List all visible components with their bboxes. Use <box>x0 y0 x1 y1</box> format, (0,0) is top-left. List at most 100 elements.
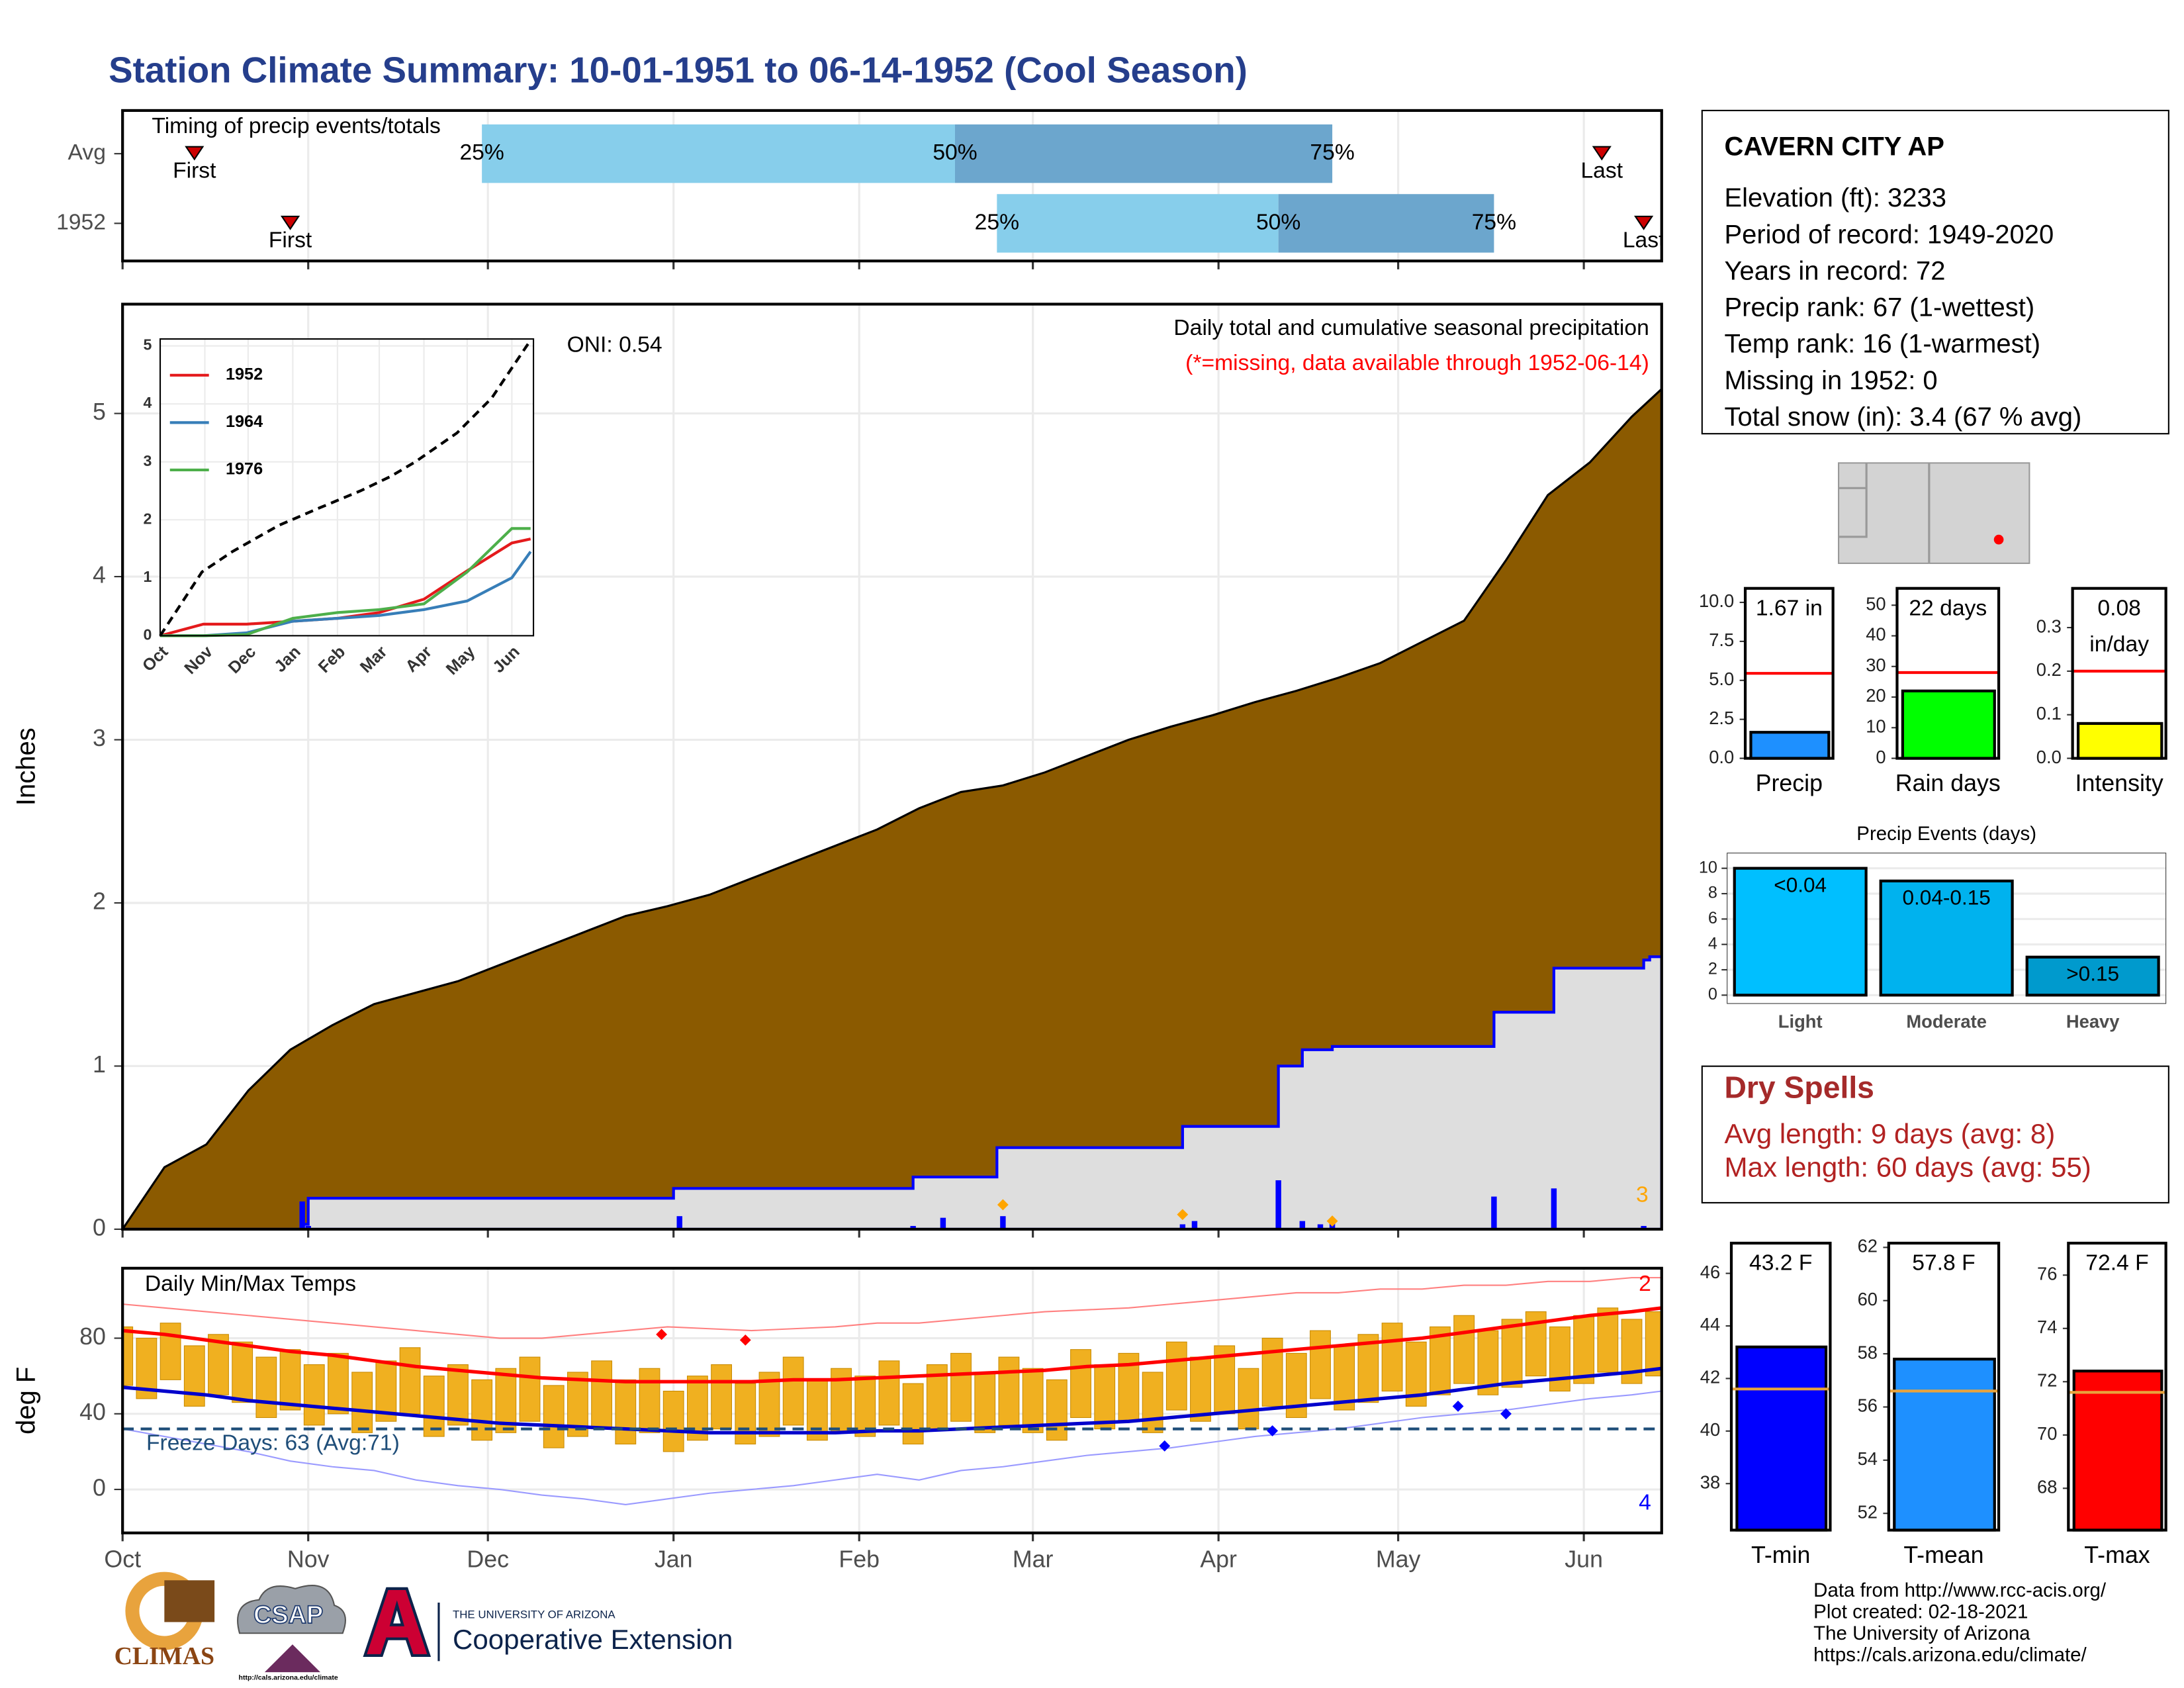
y-tick-label: 76 <box>2037 1263 2057 1284</box>
panel-title: Daily total and cumulative seasonal prec… <box>1173 316 1649 340</box>
quartile-label: 25% <box>975 210 1019 234</box>
daily-precip-bar <box>1000 1216 1006 1229</box>
daily-temp-bar <box>1261 1338 1283 1407</box>
station-box <box>1701 109 2169 435</box>
x-axis-label: Precip <box>1756 770 1823 796</box>
snow-marker <box>997 1199 1009 1211</box>
y-tick-label: 0 <box>93 1474 106 1501</box>
logo-text: CLIMAS <box>114 1642 215 1670</box>
station-info: Missing in 1952: 0 <box>1724 366 1937 395</box>
daily-precip-bar <box>676 1216 682 1229</box>
y-tick-label: 1 <box>144 568 152 585</box>
dry-spells-info: Avg length: 9 days (avg: 8) <box>1724 1118 2055 1149</box>
event-label: Last <box>1580 158 1623 183</box>
daily-temp-bar <box>591 1360 613 1430</box>
logo-text: http://cals.arizona.edu/climate <box>239 1673 338 1681</box>
record-marker <box>1452 1400 1464 1412</box>
value-label: 22 days <box>1909 596 1987 620</box>
y-axis-label: deg F <box>12 1367 41 1434</box>
record-marker <box>1500 1408 1512 1420</box>
row-label: 1952 <box>56 210 106 234</box>
daily-temp-bar <box>255 1356 277 1419</box>
daily-temp-bar <box>1070 1349 1091 1419</box>
bin-label: 0.04-0.15 <box>1903 886 1991 910</box>
daily-temp-bar <box>662 1390 684 1452</box>
panel-border <box>1895 586 2001 760</box>
panel-border <box>1743 586 1835 760</box>
value-label: 57.8 F <box>1912 1250 1975 1275</box>
station-info: Temp rank: 16 (1-warmest) <box>1724 330 2040 359</box>
daily-temp-bar <box>183 1345 205 1407</box>
y-tick-label: 8 <box>1708 884 1717 902</box>
quartile-label: 75% <box>1472 210 1516 234</box>
y-tick-label: 2.5 <box>1709 708 1734 728</box>
x-axis-label: T-max <box>2084 1542 2150 1568</box>
logo-climas <box>125 1571 215 1650</box>
y-tick-label: 1 <box>93 1051 106 1078</box>
y-tick-label: 0.1 <box>2036 703 2062 724</box>
daily-temp-bar <box>974 1372 996 1433</box>
daily-precip-bar <box>910 1225 916 1229</box>
daily-temp-bar <box>543 1385 565 1448</box>
y-tick-label: 0 <box>1876 747 1886 767</box>
panel-border <box>121 303 1663 1231</box>
daily-temp-bar <box>399 1347 421 1415</box>
panel-background <box>160 339 534 636</box>
average-line <box>159 339 532 637</box>
x-tick-label: Jun <box>1565 1546 1603 1572</box>
y-tick-label: 68 <box>2037 1477 2057 1497</box>
y-tick-label: 0.2 <box>2036 659 2062 680</box>
value-label: 1.67 in <box>1756 596 1823 620</box>
daily-temp-bar <box>471 1379 493 1441</box>
daily-temp-bar <box>854 1376 876 1437</box>
bar <box>1735 1345 1828 1532</box>
record-marker <box>656 1329 668 1340</box>
y-tick-label: 5.0 <box>1709 669 1734 689</box>
panel-border <box>121 109 1663 263</box>
bar <box>1893 1358 1996 1532</box>
dry-spells-title: Dry Spells <box>1724 1070 1874 1105</box>
x-tick-label: Dec <box>467 1546 509 1572</box>
dry-spells-info: Max length: 60 days (avg: 55) <box>1724 1152 2091 1183</box>
panel-border <box>121 1266 1663 1534</box>
daily-temp-bar <box>1573 1315 1595 1384</box>
y-axis-label: Inches <box>12 727 41 806</box>
bar <box>1901 689 1996 760</box>
x-tick-label: Feb <box>839 1546 880 1572</box>
quartile-bar <box>482 124 956 183</box>
x-tick-label: Jan <box>655 1546 693 1572</box>
y-tick-label: 6 <box>1708 909 1717 927</box>
dry-spells-box <box>1701 1065 2169 1203</box>
avg-min-line <box>122 1366 1662 1434</box>
quartile-label: 50% <box>933 140 977 165</box>
daily-temp-bar <box>232 1341 253 1403</box>
y-tick-label: 30 <box>1866 655 1886 675</box>
y-tick-label: 2 <box>144 510 152 527</box>
daily-temp-bar <box>1094 1364 1116 1430</box>
x-axis-label: Intensity <box>2075 770 2163 796</box>
freeze-label: Freeze Days: 63 (Avg:71) <box>146 1431 400 1456</box>
daily-temp-bar <box>1357 1334 1379 1403</box>
x-axis-label: T-min <box>1751 1542 1810 1568</box>
daily-temp-bar <box>122 1326 134 1386</box>
y-tick-label: 3 <box>93 725 106 751</box>
y-tick-label: 10.0 <box>1699 590 1734 611</box>
y-tick-label: 0 <box>93 1214 106 1241</box>
quartile-label: 75% <box>1310 140 1354 165</box>
footer-line: Plot created: 02-18-2021 <box>1813 1601 2028 1623</box>
daily-temp-bar <box>758 1372 780 1437</box>
daily-temp-bar <box>1238 1368 1259 1430</box>
y-tick-label: 74 <box>2037 1317 2057 1337</box>
daily-temp-bar <box>1501 1319 1523 1388</box>
daily-temp-bar <box>351 1372 373 1433</box>
y-tick-label: 40 <box>1866 624 1886 645</box>
event-marker <box>185 146 205 161</box>
y-tick-label: 54 <box>1858 1448 1878 1469</box>
location-map <box>1838 462 2030 564</box>
daily-temp-bar <box>423 1376 445 1437</box>
y-tick-label: 58 <box>1858 1342 1878 1362</box>
event-label: First <box>269 228 312 253</box>
series-line <box>159 538 531 637</box>
legend-label: 1964 <box>226 412 263 431</box>
daily-precip-bar <box>1641 1225 1647 1229</box>
